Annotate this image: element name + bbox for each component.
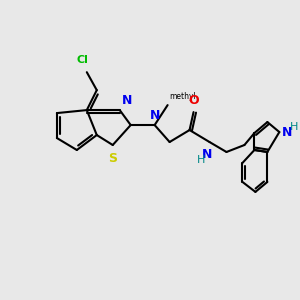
Text: methyl: methyl — [169, 92, 196, 101]
Text: N: N — [122, 94, 132, 107]
Text: H: H — [290, 122, 299, 132]
Text: O: O — [188, 94, 199, 107]
Text: S: S — [108, 152, 117, 165]
Text: N: N — [282, 125, 293, 139]
Text: N: N — [202, 148, 213, 161]
Text: N: N — [149, 109, 160, 122]
Text: H: H — [197, 155, 206, 165]
Text: Cl: Cl — [77, 55, 89, 65]
